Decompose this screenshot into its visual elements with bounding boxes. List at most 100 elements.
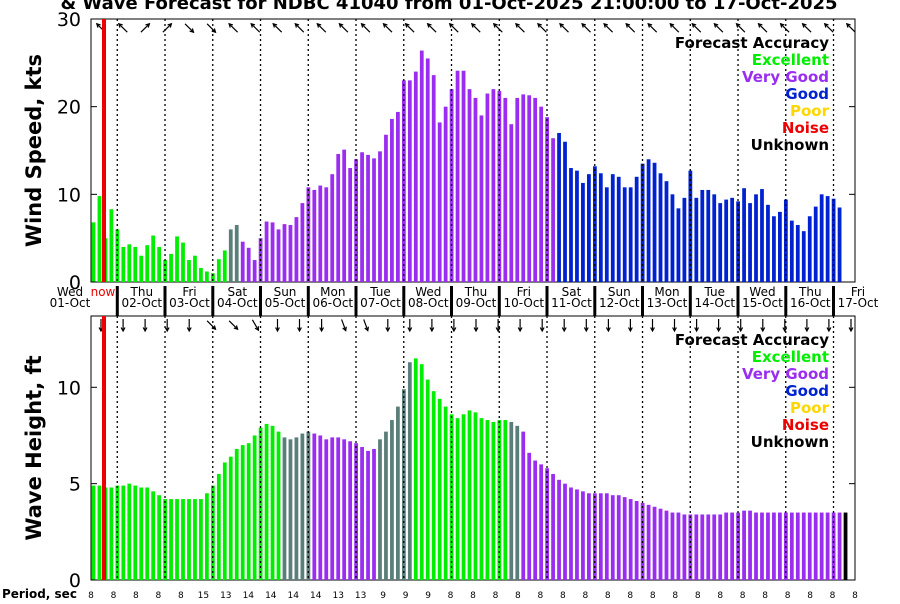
wind-direction-arrow bbox=[625, 23, 636, 33]
wind-direction-arrowhead bbox=[448, 22, 454, 28]
wave-bar bbox=[455, 418, 460, 580]
wave-bar bbox=[694, 514, 699, 580]
wave-direction-arrowhead bbox=[539, 327, 545, 333]
wave-bar bbox=[587, 493, 591, 580]
wind-bar bbox=[264, 221, 269, 282]
wave-bar bbox=[187, 499, 191, 580]
wave-bar bbox=[491, 421, 496, 580]
wind-direction-arrowhead bbox=[647, 22, 653, 28]
wave-direction-arrow bbox=[206, 320, 216, 330]
wind-direction-arrow bbox=[559, 23, 569, 33]
wind-direction-arrow bbox=[736, 23, 746, 33]
wave-bar bbox=[431, 391, 436, 580]
period-value: 8 bbox=[178, 591, 184, 600]
wind-direction-arrowhead bbox=[735, 22, 741, 28]
wind-ytick-label: 0 bbox=[69, 272, 81, 294]
day-date-label: 15-Oct bbox=[742, 296, 783, 310]
wave-direction-arrowhead bbox=[186, 327, 192, 333]
wind-bar bbox=[175, 236, 179, 282]
wind-bar bbox=[145, 245, 150, 282]
wave-bar bbox=[336, 437, 341, 580]
period-value: 8 bbox=[88, 591, 94, 600]
day-date-label: 07-Oct bbox=[360, 296, 401, 310]
wind-bar bbox=[139, 255, 144, 282]
wave-direction-arrowhead bbox=[254, 326, 260, 332]
wind-direction-arrow bbox=[537, 23, 547, 33]
wind-bar bbox=[210, 273, 215, 282]
wind-direction-arrowhead bbox=[167, 22, 173, 28]
wind-direction-arrowhead bbox=[404, 22, 410, 28]
period-value: 8 bbox=[515, 591, 521, 600]
wind-bar bbox=[819, 194, 824, 282]
wave-bar bbox=[378, 439, 382, 580]
wind-bar bbox=[760, 189, 764, 282]
period-value: 13 bbox=[332, 591, 343, 600]
period-value: 8 bbox=[807, 591, 813, 600]
wind-legend-excellent: Excellent bbox=[752, 51, 829, 69]
period-value: 9 bbox=[403, 591, 409, 600]
wind-direction-arrowhead bbox=[470, 22, 476, 28]
wind-bar bbox=[664, 181, 669, 282]
wind-bar bbox=[199, 267, 203, 282]
wind-direction-arrow bbox=[713, 23, 724, 33]
wind-direction-arrowhead bbox=[845, 22, 851, 28]
day-separator-tick bbox=[497, 286, 501, 316]
wind-bar bbox=[336, 154, 341, 282]
wind-legend-poor: Poor bbox=[790, 102, 830, 120]
wave-bar bbox=[205, 493, 209, 580]
wave-bar bbox=[401, 389, 406, 580]
wind-bar bbox=[282, 224, 287, 282]
wind-bar bbox=[431, 75, 436, 282]
wind-bar bbox=[509, 124, 514, 282]
wave-bar bbox=[133, 485, 138, 580]
wave-bar bbox=[569, 487, 573, 580]
wind-bar bbox=[228, 229, 233, 282]
chart-title: & Wave Forecast for NDBC 41040 from 01-O… bbox=[60, 0, 837, 14]
day-date-label: 01-Oct bbox=[50, 296, 91, 310]
wave-bar bbox=[91, 485, 96, 580]
period-value: 13 bbox=[220, 591, 231, 600]
wind-bar bbox=[789, 220, 794, 282]
wave-bar bbox=[300, 433, 305, 580]
day-date-label: 09-Oct bbox=[456, 296, 497, 310]
wave-bar bbox=[843, 512, 848, 580]
wind-bar bbox=[646, 159, 651, 282]
wave-direction-arrowhead bbox=[650, 327, 655, 333]
now-label: now bbox=[91, 285, 116, 299]
wave-legend-unknown: Unknown bbox=[751, 433, 829, 451]
wind-bar bbox=[503, 97, 508, 283]
wind-legend-good: Good bbox=[785, 85, 829, 103]
day-date-label: 17-Oct bbox=[838, 296, 879, 310]
wind-ylabel: Wind Speed, kts bbox=[22, 54, 46, 247]
wind-bar bbox=[640, 163, 645, 282]
wave-bar bbox=[706, 514, 711, 580]
wind-bar bbox=[127, 244, 132, 282]
wave-bar bbox=[413, 358, 418, 580]
wave-bar bbox=[509, 421, 514, 580]
wave-bar bbox=[175, 499, 179, 580]
day-date-label: 10-Oct bbox=[503, 296, 544, 310]
wind-ytick-label: 30 bbox=[57, 9, 81, 31]
wind-direction-arrowhead bbox=[536, 22, 542, 28]
wave-legend-title: Forecast Accuracy bbox=[675, 331, 829, 349]
period-value: 8 bbox=[605, 591, 611, 600]
wave-bar bbox=[109, 487, 114, 580]
wave-bar bbox=[324, 439, 329, 580]
wave-bar bbox=[664, 510, 669, 580]
wind-bar bbox=[205, 271, 209, 282]
wind-ytick-label: 10 bbox=[57, 184, 81, 206]
wind-bar bbox=[712, 194, 717, 282]
wave-bar bbox=[216, 474, 221, 580]
wind-bar bbox=[551, 138, 555, 282]
wave-bar bbox=[598, 493, 603, 580]
period-value: 8 bbox=[650, 591, 656, 600]
wave-bar bbox=[819, 512, 824, 580]
period-value: 8 bbox=[717, 591, 723, 600]
wind-bar bbox=[766, 204, 770, 282]
wave-bar bbox=[557, 479, 561, 580]
wave-direction-arrowhead bbox=[561, 327, 567, 333]
wind-bar bbox=[366, 154, 370, 282]
day-date-label: 08-Oct bbox=[408, 296, 449, 310]
wave-bar bbox=[479, 418, 484, 580]
wind-bar bbox=[318, 185, 323, 282]
